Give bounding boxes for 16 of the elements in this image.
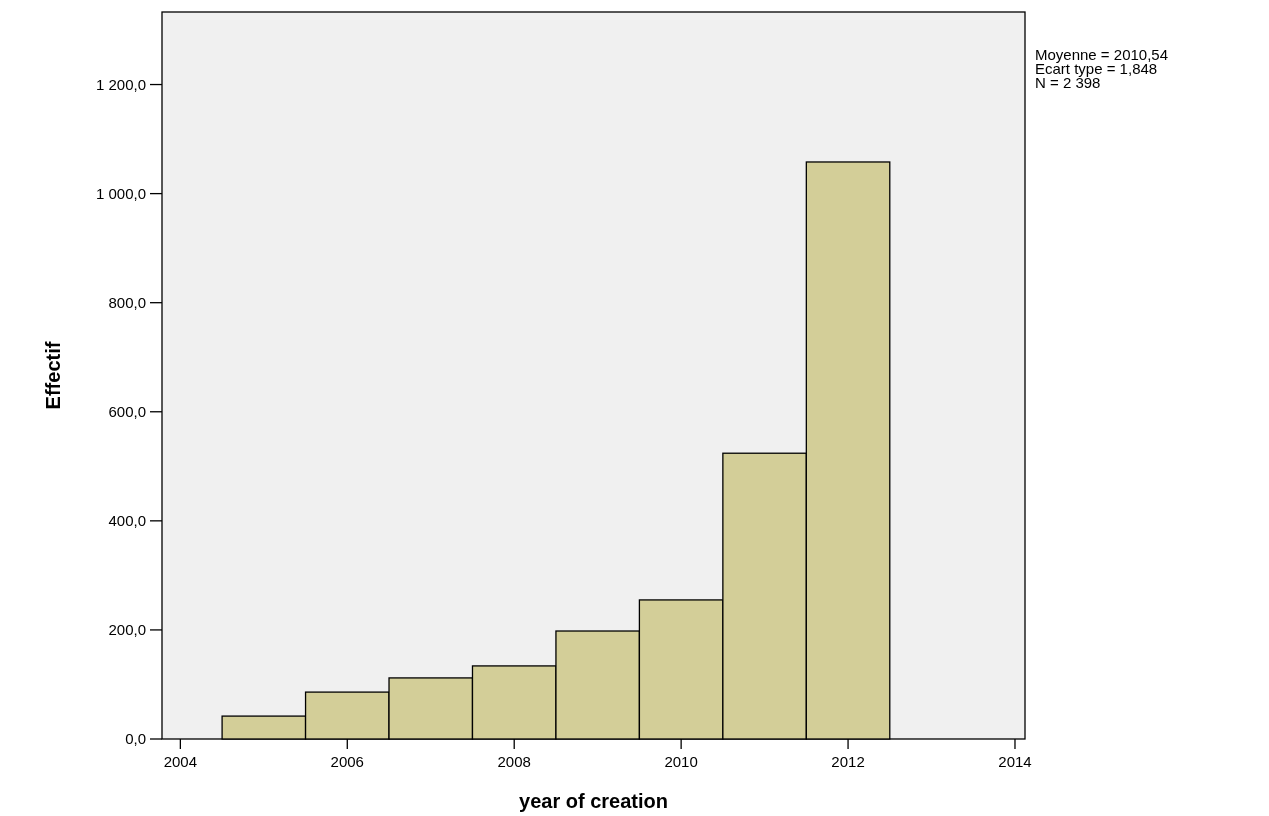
text: Moyenne = 2010,54 xyxy=(1035,46,1169,63)
y-tick-label: 600,0 xyxy=(108,403,146,421)
y-tick-label: 400,0 xyxy=(108,512,146,530)
y-tick-label: 1 000,0 xyxy=(95,184,146,202)
x-tick-label: 2006 xyxy=(330,753,364,770)
y-tick-label: 800,0 xyxy=(108,293,146,311)
x-tick-label: 2012 xyxy=(831,753,865,770)
x-axis-title: year of creation xyxy=(519,790,668,812)
y-tick-label: 1 200,0 xyxy=(95,75,146,93)
x-tick-label: 2008 xyxy=(497,753,531,770)
x-tick-label: 2010 xyxy=(664,753,698,770)
x-tick-label: 2014 xyxy=(998,753,1032,770)
x-tick-label: 2004 xyxy=(163,753,198,770)
y-tick-label: 200,0 xyxy=(108,621,146,639)
y-axis-title: Effectif xyxy=(42,341,64,410)
y-tick-label: 0,0 xyxy=(125,730,146,748)
